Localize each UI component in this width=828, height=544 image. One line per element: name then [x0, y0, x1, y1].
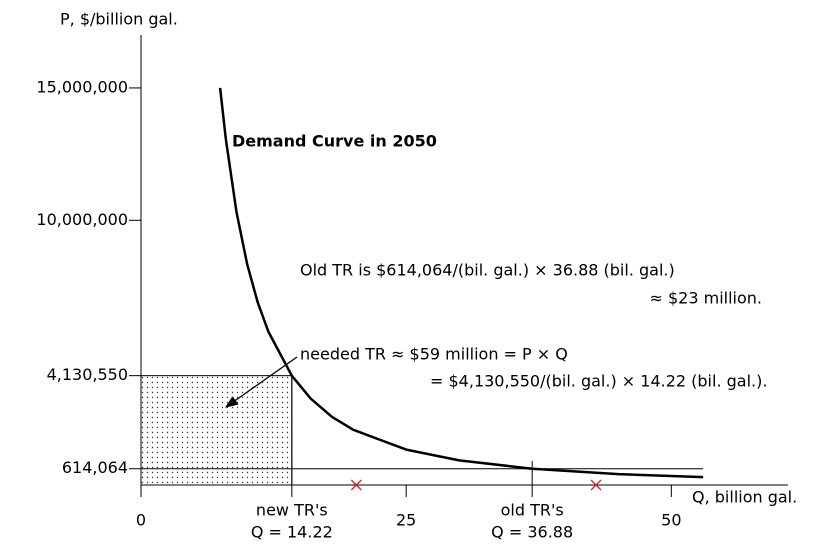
cross-marker — [350, 479, 362, 491]
x-axis-label: Q, billion gal. — [692, 488, 797, 507]
highlight-label: Q = 36.88 — [491, 523, 573, 542]
demand-curve — [218, 87, 704, 479]
highlight-label: new TR's — [256, 501, 328, 520]
y-axis-label: P, $/billion gal. — [60, 10, 178, 29]
y-tick-label: 4,130,550 — [47, 365, 128, 384]
y-tick-label: 15,000,000 — [36, 77, 128, 96]
annotation: needed TR ≈ $59 million = P × Q — [300, 345, 568, 364]
highlight-label: old TR's — [501, 501, 564, 520]
series-label: Demand Curve in 2050 — [232, 132, 437, 151]
y-tick-label: 10,000,000 — [36, 210, 128, 229]
cross-marker — [590, 479, 602, 491]
highlight-label: Q = 14.22 — [251, 523, 333, 542]
annotation: = $4,130,550/(bil. gal.) × 14.22 (bil. g… — [430, 372, 767, 391]
x-tick-label: 25 — [396, 511, 416, 530]
x-tick-label: 50 — [661, 511, 681, 530]
annotation: Old TR is $614,064/(bil. gal.) × 36.88 (… — [300, 261, 675, 280]
annotation: ≈ $23 million. — [650, 289, 763, 308]
x-tick-label: 0 — [136, 511, 146, 530]
y-tick-label: 614,064 — [62, 458, 128, 477]
